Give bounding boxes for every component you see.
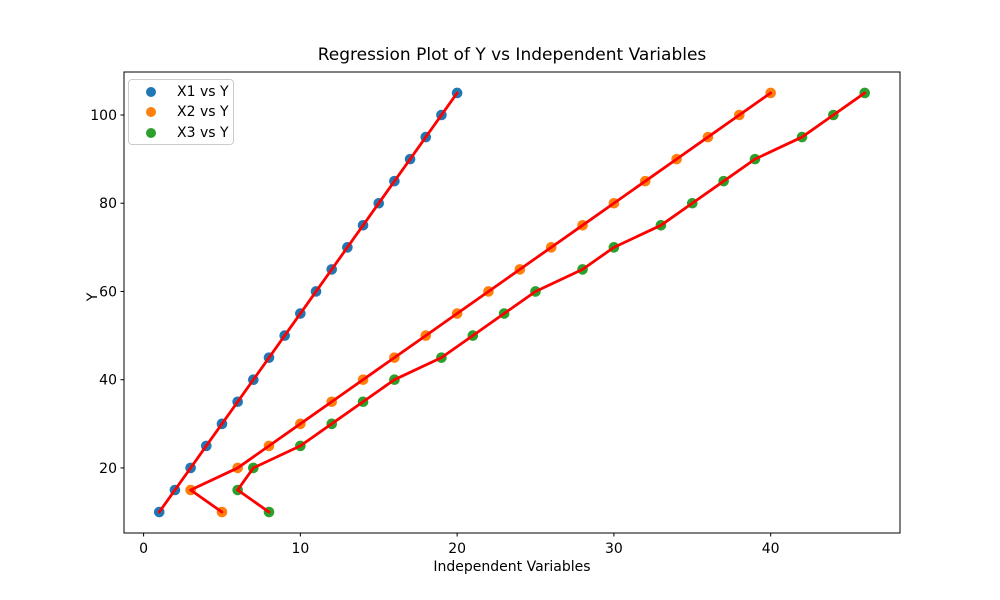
legend-label-x3: X3 vs Y [177, 124, 229, 141]
y-tick-label: 60 [99, 284, 117, 300]
regression-line-x1 [157, 91, 459, 514]
legend-label-x2: X2 vs Y [177, 104, 229, 120]
legend-item-x1: X1 vs Y [146, 83, 233, 101]
y-axis-label: Y [85, 292, 101, 302]
regression-line-x2 [189, 91, 773, 514]
legend-marker-x3-icon [146, 127, 156, 138]
x-tick-label: 10 [291, 541, 309, 557]
y-tick-label: 20 [99, 461, 117, 477]
x-tick-label: 30 [605, 541, 623, 557]
legend-item-x3: X3 vs Y [146, 124, 233, 142]
legend-item-x2: X2 vs Y [146, 103, 233, 121]
axes-frame [123, 71, 901, 534]
legend-marker-x2-icon [146, 107, 156, 117]
legend: X1 vs Y X2 vs Y X3 vs Y [128, 79, 234, 145]
legend-label-x1: X1 vs Y [177, 83, 229, 100]
x-axis-label: Independent Variables [433, 559, 591, 575]
x-tick-label: 20 [448, 541, 466, 557]
y-tick-label: 80 [99, 196, 117, 212]
regression-line-x3 [236, 91, 867, 514]
y-tick-label: 100 [90, 108, 117, 124]
chart-title: Regression Plot of Y vs Independent Vari… [317, 45, 707, 65]
x-tick-label: 0 [139, 541, 148, 557]
y-tick-label: 40 [99, 373, 117, 389]
x-tick-label: 40 [762, 541, 780, 557]
legend-marker-x1-icon [146, 86, 156, 97]
